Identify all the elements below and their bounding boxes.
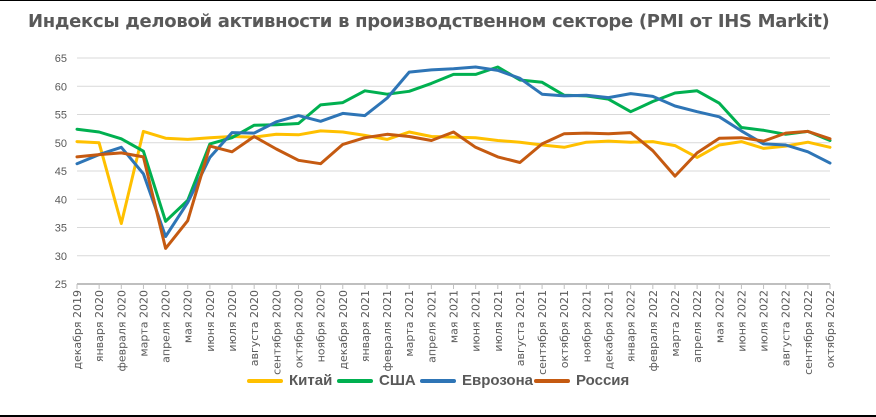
x-tick-label: июня 2021 — [470, 290, 483, 352]
x-tick-label: января 2020 — [93, 290, 106, 362]
legend-swatch — [247, 378, 283, 383]
x-tick-label: ноября 2020 — [315, 290, 328, 362]
x-tick-label: декабря 2019 — [71, 290, 84, 370]
x-tick-label: апреля 2022 — [691, 290, 704, 363]
legend-swatch — [420, 378, 456, 383]
x-tick-label: июня 2020 — [204, 290, 217, 352]
series-line-Китай — [75, 129, 832, 225]
y-tick-label: 35 — [55, 223, 67, 235]
legend-label: Россия — [576, 372, 630, 389]
legend-item-eurozone: Еврозона — [420, 372, 533, 389]
x-tick-label: марта 2020 — [137, 290, 150, 357]
series-line-Россия — [75, 129, 832, 250]
x-tick-label: марта 2022 — [669, 290, 682, 357]
x-tick-label: мая 2020 — [182, 290, 195, 343]
y-tick-label: 25 — [55, 279, 67, 291]
x-tick-label: апреля 2021 — [425, 290, 438, 363]
x-tick-label: января 2022 — [625, 290, 638, 362]
x-tick-label: ноября 2021 — [580, 290, 593, 362]
x-tick-label: сентября 2020 — [270, 290, 283, 375]
x-tick-label: июня 2022 — [735, 290, 748, 352]
x-tick-label: июля 2022 — [758, 290, 771, 352]
x-tick-label: февраля 2021 — [381, 290, 394, 372]
x-tick-label: сентября 2022 — [802, 290, 815, 375]
chart-title: Индексы деловой активности в производств… — [28, 11, 830, 32]
x-tick-label: июля 2021 — [492, 290, 505, 352]
legend-swatch — [534, 378, 570, 383]
legend-item-russia: Россия — [534, 372, 629, 389]
y-tick-label: 55 — [55, 110, 67, 122]
x-tick-label: декабря 2021 — [603, 290, 616, 370]
legend-swatch — [337, 378, 373, 383]
x-tick-label: января 2021 — [359, 290, 372, 362]
x-tick-label: октября 2020 — [292, 290, 305, 368]
x-tick-label: октября 2021 — [558, 290, 571, 368]
y-tick-label: 45 — [55, 166, 67, 178]
y-tick-label: 40 — [55, 194, 67, 206]
x-tick-label: августа 2022 — [780, 290, 793, 366]
y-tick-label: 30 — [55, 251, 67, 263]
y-tick-label: 65 — [55, 53, 67, 65]
x-tick-label: июля 2020 — [226, 290, 239, 352]
y-tick-label: 60 — [55, 81, 67, 93]
x-tick-label: февраля 2020 — [115, 290, 128, 372]
x-tick-label: августа 2020 — [248, 290, 261, 366]
x-tick-label: апреля 2020 — [160, 290, 173, 363]
legend-label: Китай — [289, 372, 333, 389]
x-tick-label: мая 2022 — [713, 290, 726, 343]
x-tick-label: сентября 2021 — [536, 290, 549, 375]
x-tick-label: августа 2021 — [514, 290, 527, 366]
x-tick-label: мая 2021 — [448, 290, 461, 343]
x-tick-label: октября 2022 — [824, 290, 837, 368]
legend-label: США — [379, 372, 416, 389]
legend-item-usa: США — [337, 372, 416, 389]
x-tick-label: декабря 2020 — [337, 290, 350, 370]
legend-label: Еврозона — [462, 372, 534, 389]
x-tick-label: марта 2021 — [403, 290, 416, 357]
y-tick-label: 50 — [55, 138, 67, 150]
legend-item-china: Китай — [247, 372, 332, 389]
x-tick-label: февраля 2022 — [647, 290, 660, 372]
series-line-США — [75, 65, 832, 223]
